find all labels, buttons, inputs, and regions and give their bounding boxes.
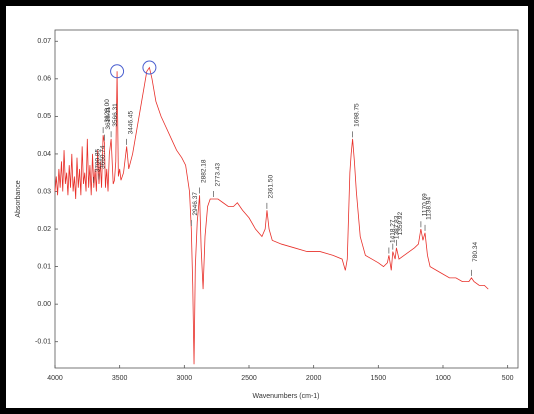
x-tick-label: 3500 xyxy=(112,375,128,382)
peak-label: 2946.37 xyxy=(192,192,199,216)
y-tick-label: 0.01 xyxy=(37,263,51,270)
y-tick-label: 0.05 xyxy=(37,113,51,120)
peak-label: 3628.00 xyxy=(104,99,111,123)
y-tick-label: 0.00 xyxy=(37,301,51,308)
plot-border xyxy=(54,29,519,369)
peak-label: 3618.11 xyxy=(105,106,112,129)
x-tick-label: 2000 xyxy=(306,375,322,382)
peak-label: 2361.50 xyxy=(268,175,275,199)
y-tick-label: 0.06 xyxy=(37,76,51,83)
peak-label: 3660.74 xyxy=(100,145,107,169)
peak-label: 1138.94 xyxy=(426,196,433,219)
x-tick-label: 3000 xyxy=(177,375,193,382)
x-tick-label: 1000 xyxy=(435,375,451,382)
peak-label: 3446.45 xyxy=(127,111,134,135)
x-tick-label: 4000 xyxy=(47,375,63,382)
peak-label: 1418.27 xyxy=(390,219,397,243)
y-tick-label: 0.07 xyxy=(37,38,51,45)
highlight-circle xyxy=(110,64,125,79)
peak-label: 780.34 xyxy=(472,242,479,262)
y-tick-label: 0.04 xyxy=(37,151,51,158)
peak-label: 2882.18 xyxy=(200,159,207,183)
y-axis-title: Absorbance xyxy=(15,180,22,217)
spectrum-line xyxy=(54,66,489,365)
peak-label: 3700.85 xyxy=(94,148,101,172)
peak-label: 1387.83 xyxy=(394,215,401,239)
y-tick-label: 0.03 xyxy=(37,188,51,195)
x-axis-title: Wavenumbers (cm-1) xyxy=(252,393,319,400)
peak-label: 1359.92 xyxy=(397,211,404,235)
x-tick-label: 2500 xyxy=(241,375,257,382)
peak-label: 3566.31 xyxy=(112,103,119,127)
x-tick-label: 500 xyxy=(502,375,514,382)
peak-label: 1698.75 xyxy=(353,103,360,127)
y-tick-label: 0.02 xyxy=(37,226,51,233)
peak-label: 1170.69 xyxy=(422,193,429,216)
peak-label: 2773.43 xyxy=(214,163,221,187)
x-tick-label: 1500 xyxy=(371,375,387,382)
y-tick-label: -0.01 xyxy=(35,339,51,346)
highlight-circle xyxy=(142,60,157,75)
